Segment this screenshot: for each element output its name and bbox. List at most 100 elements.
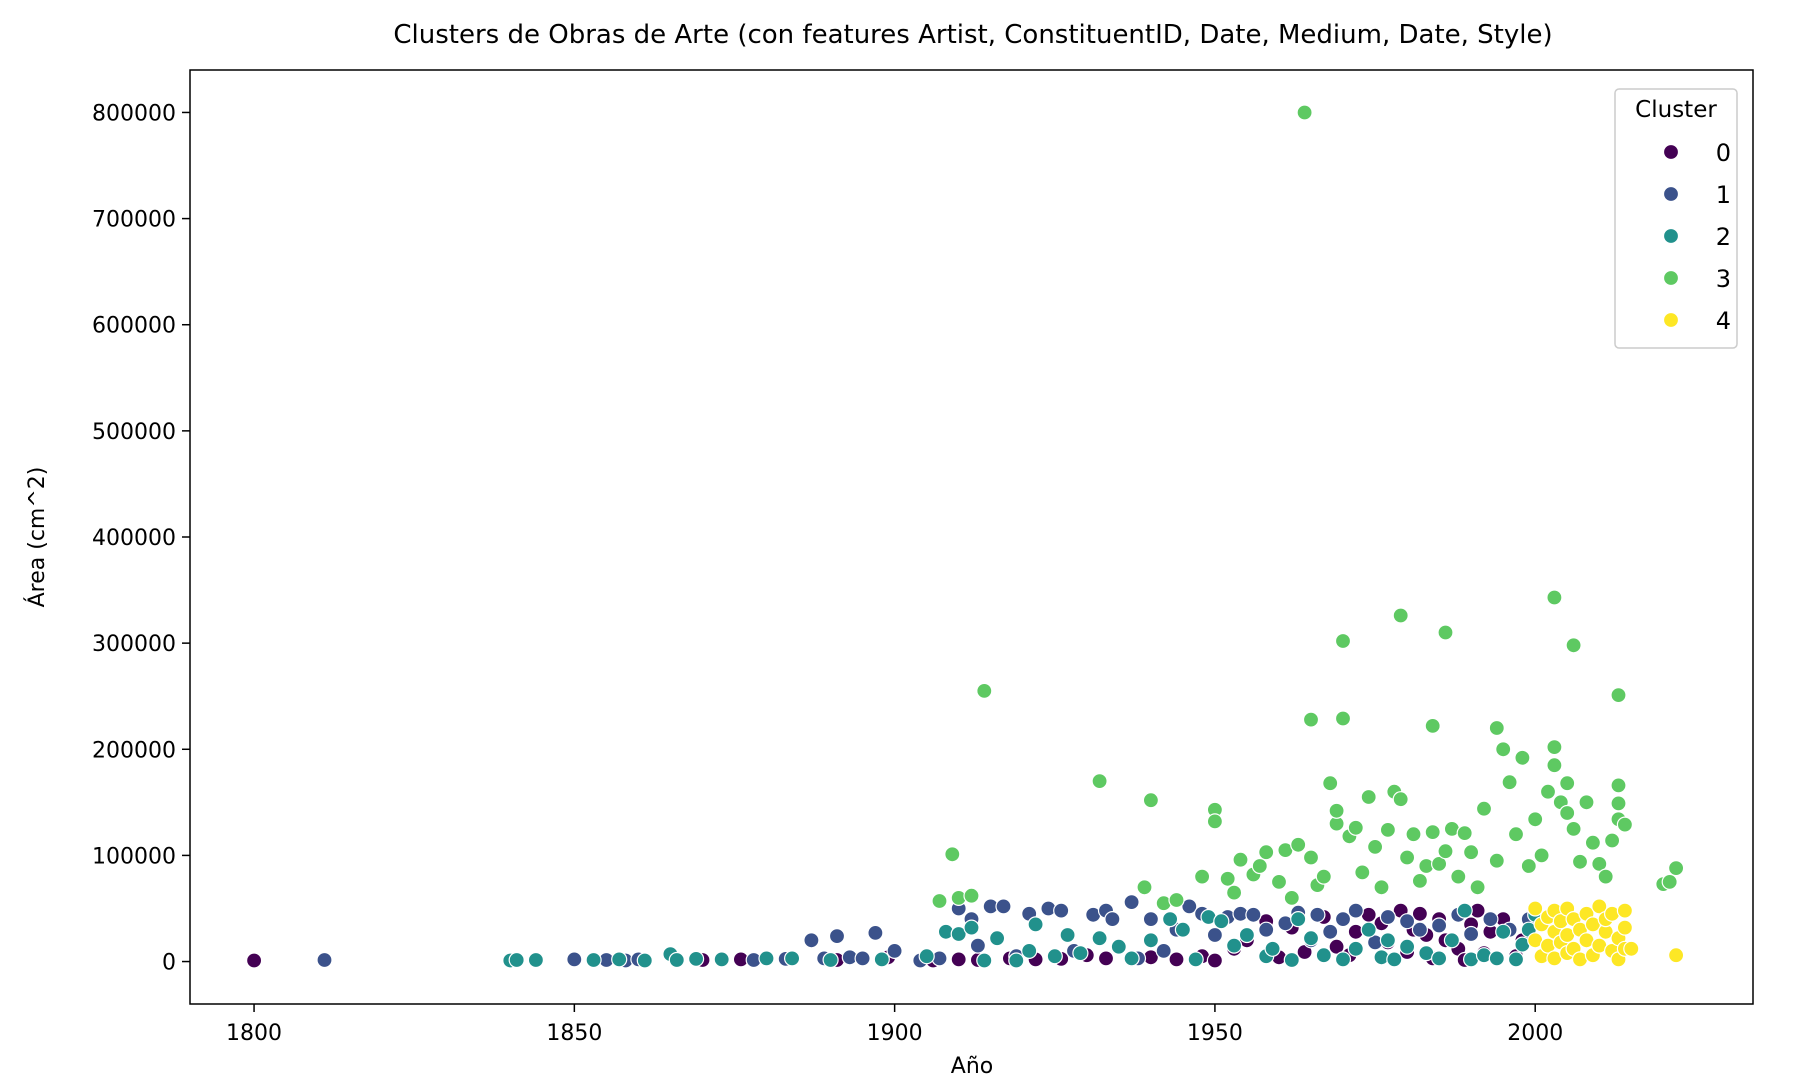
data-point-cluster-1	[1104, 910, 1121, 928]
data-point-cluster-2	[527, 951, 545, 969]
data-point-cluster-2	[1072, 944, 1089, 962]
data-point-cluster-3	[1251, 857, 1268, 875]
data-point-cluster-1	[969, 937, 987, 954]
data-point-cluster-2	[1456, 902, 1473, 919]
data-point-cluster-3	[1546, 738, 1563, 756]
legend-marker	[1662, 269, 1680, 287]
data-point-cluster-3	[1488, 719, 1505, 737]
data-point-cluster-0	[950, 951, 967, 968]
data-point-cluster-2	[1507, 951, 1525, 968]
data-point-cluster-3	[1533, 847, 1550, 864]
x-axis-label: Año	[951, 1054, 993, 1079]
data-point-cluster-3	[1258, 844, 1275, 861]
data-point-cluster-3	[1559, 775, 1576, 792]
legend: Cluster 0 1 2 3 4	[1614, 88, 1738, 349]
data-point-cluster-1	[995, 898, 1012, 915]
data-point-cluster-3	[1379, 821, 1397, 839]
data-point-cluster-3	[1597, 868, 1614, 885]
data-point-cluster-3	[1437, 624, 1454, 641]
data-point-cluster-2	[1443, 932, 1461, 949]
data-point-cluster-2	[1430, 950, 1448, 967]
data-point-cluster-4	[1667, 947, 1685, 964]
data-point-cluster-2	[585, 951, 602, 969]
data-point-cluster-3	[1610, 795, 1627, 812]
data-point-cluster-1	[803, 932, 820, 949]
data-point-cluster-3	[1591, 855, 1608, 873]
data-point-cluster-1	[566, 951, 583, 968]
data-point-cluster-3	[1495, 741, 1512, 758]
data-point-cluster-1	[1430, 917, 1448, 934]
data-point-cluster-2	[1238, 926, 1256, 944]
data-point-cluster-2	[1398, 938, 1416, 955]
data-point-cluster-3	[1405, 826, 1422, 843]
y-axis: 0 100000 200000 300000 400000 500000 600000 700…	[92, 101, 190, 976]
data-point-cluster-3	[1571, 853, 1589, 870]
data-point-cluster-3	[1334, 710, 1352, 727]
data-point-cluster-3	[1520, 857, 1537, 875]
data-point-cluster-3	[1136, 879, 1153, 896]
data-point-cluster-3	[1462, 844, 1480, 861]
data-point-cluster-4	[1623, 940, 1640, 957]
data-point-cluster-1	[1398, 913, 1416, 930]
data-point-cluster-3	[1142, 792, 1160, 809]
data-point-cluster-1	[1411, 921, 1429, 938]
data-point-cluster-3	[1450, 868, 1467, 885]
data-point-cluster-0	[1206, 952, 1224, 969]
data-point-cluster-1	[1347, 902, 1364, 919]
data-point-cluster-3	[1469, 879, 1486, 896]
data-point-cluster-1	[1309, 906, 1326, 923]
data-point-cluster-1	[1462, 925, 1480, 943]
data-point-cluster-3	[1456, 824, 1473, 842]
legend-box	[1614, 88, 1738, 349]
legend-label: 0	[1716, 139, 1731, 167]
data-point-cluster-3	[1366, 838, 1384, 856]
data-point-cluster-2	[1161, 910, 1179, 928]
data-point-cluster-3	[1270, 873, 1288, 891]
data-point-cluster-3	[1514, 749, 1531, 766]
data-point-cluster-1	[886, 942, 903, 960]
data-point-cluster-2	[1059, 926, 1076, 944]
data-point-cluster-2	[1360, 921, 1377, 938]
data-point-cluster-3	[931, 892, 948, 910]
chart-title: Clusters de Obras de Arte (con features …	[393, 20, 1552, 50]
data-point-cluster-3	[1565, 820, 1582, 838]
data-point-cluster-2	[668, 951, 685, 969]
y-tick-label: 400000	[92, 526, 176, 551]
data-point-cluster-3	[1322, 775, 1339, 792]
data-point-cluster-3	[1539, 783, 1557, 800]
data-point-cluster-3	[1610, 686, 1627, 704]
data-point-cluster-2	[1264, 940, 1281, 957]
legend-marker	[1662, 143, 1680, 161]
x-tick-label: 1800	[226, 1021, 282, 1046]
data-point-cluster-3	[1424, 717, 1441, 735]
data-point-cluster-0	[246, 952, 263, 969]
y-tick-label: 800000	[92, 101, 176, 126]
data-point-cluster-2	[1386, 951, 1403, 968]
data-point-cluster-2	[950, 925, 967, 943]
data-point-cluster-1	[1334, 910, 1352, 928]
y-tick-label: 200000	[92, 738, 176, 763]
data-point-cluster-3	[1411, 872, 1429, 890]
data-point-cluster-1	[1322, 923, 1339, 940]
data-point-cluster-2	[1123, 950, 1140, 967]
plot-area	[189, 69, 1754, 1005]
data-point-cluster-1	[1142, 910, 1160, 928]
y-tick-label: 100000	[92, 844, 176, 869]
data-point-cluster-3	[944, 846, 961, 863]
data-point-cluster-3	[1559, 804, 1576, 822]
data-point-cluster-2	[1174, 921, 1192, 938]
data-point-cluster-3	[1424, 823, 1441, 841]
legend-label: 4	[1716, 307, 1731, 335]
data-point-cluster-3	[1193, 868, 1211, 885]
data-point-cluster-2	[1021, 942, 1038, 960]
data-point-cluster-3	[1328, 802, 1345, 819]
y-tick-label: 0	[162, 951, 176, 976]
data-point-cluster-2	[1046, 948, 1063, 965]
data-point-cluster-1	[1258, 921, 1275, 938]
data-point-cluster-2	[1225, 937, 1243, 954]
plot-frame	[189, 69, 1754, 1005]
data-point-cluster-3	[1398, 849, 1416, 866]
legend-title: Cluster	[1635, 97, 1717, 123]
data-point-cluster-3	[1334, 632, 1352, 650]
data-point-cluster-2	[1290, 910, 1307, 928]
